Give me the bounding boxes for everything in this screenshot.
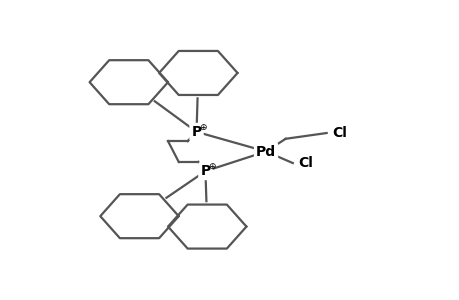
Text: Cl: Cl xyxy=(331,126,346,140)
Text: ⊕: ⊕ xyxy=(199,123,206,132)
Text: P: P xyxy=(191,125,201,139)
Text: Cl: Cl xyxy=(297,156,312,170)
Text: ⊕: ⊕ xyxy=(207,163,215,172)
Text: P: P xyxy=(200,164,210,178)
Text: Pd: Pd xyxy=(255,145,275,158)
